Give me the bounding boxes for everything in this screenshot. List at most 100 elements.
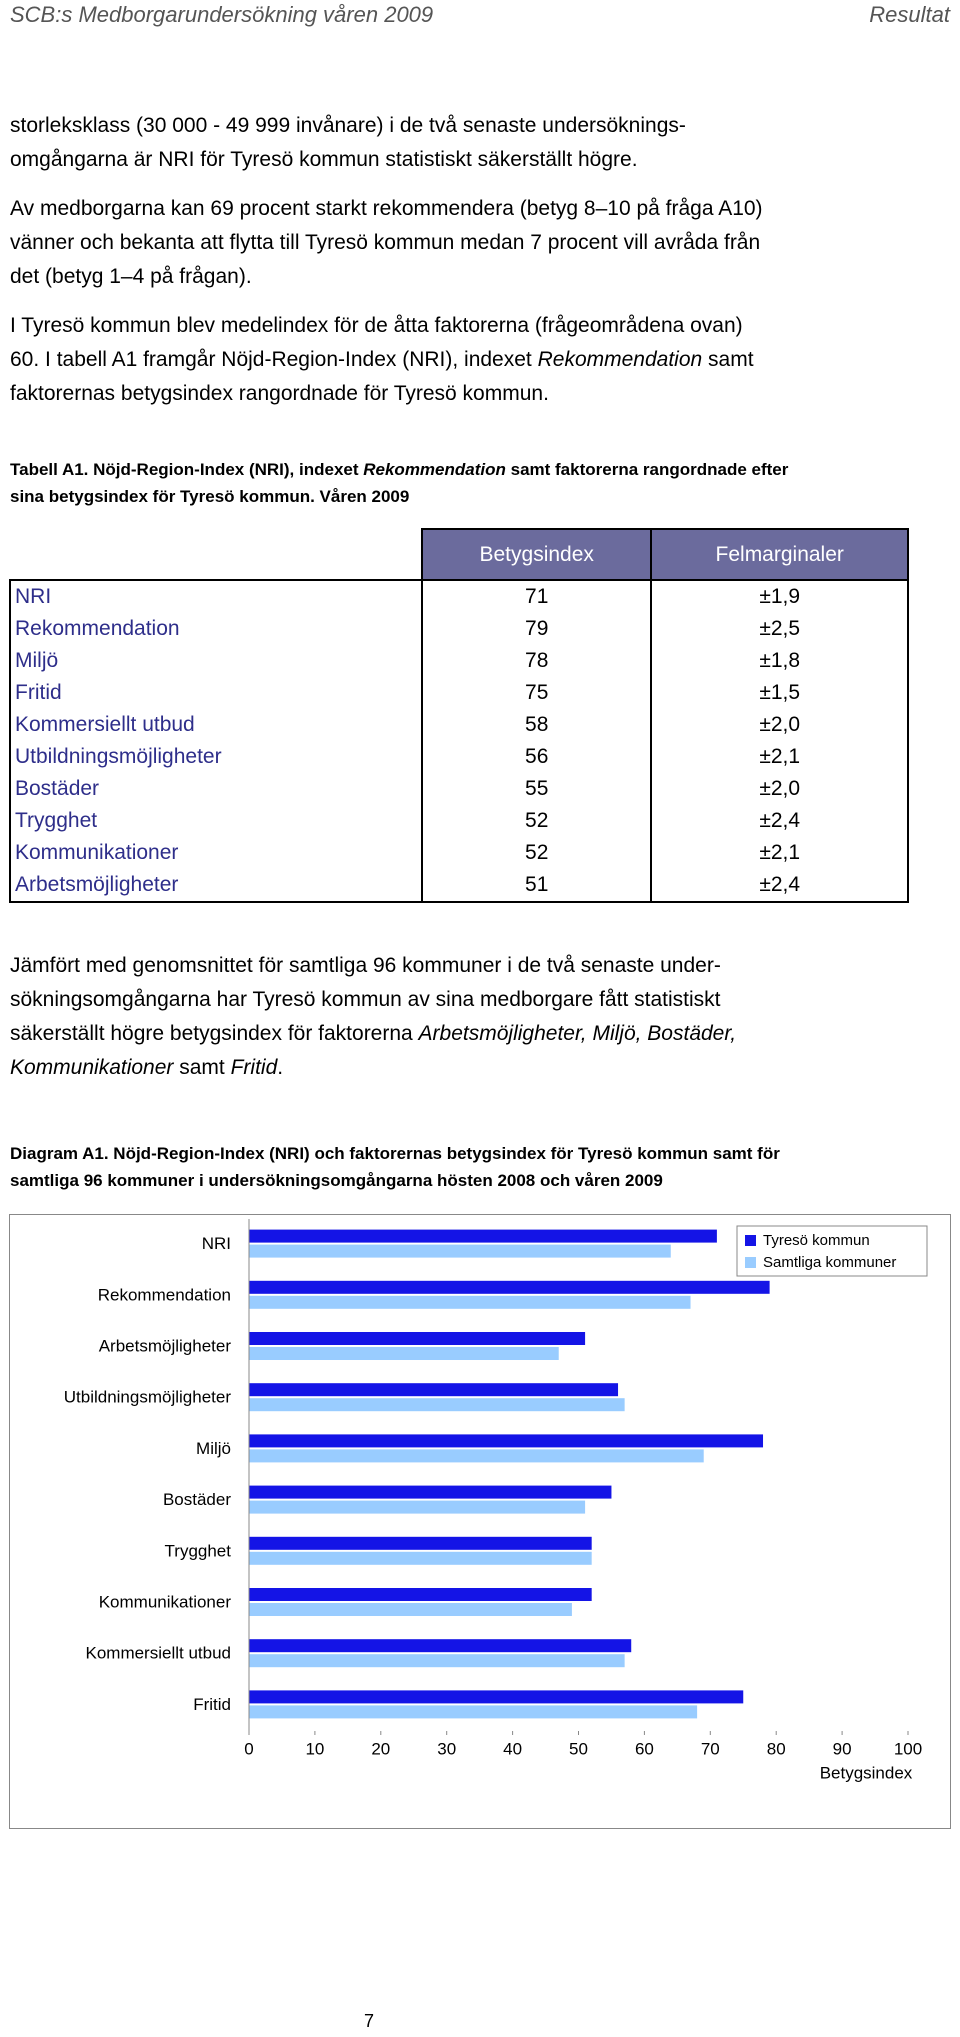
text-run: . (277, 1056, 284, 1079)
legend-box (736, 1225, 928, 1277)
text-run: säkerställt högre betygsindex för faktor… (10, 1022, 419, 1045)
legend-swatch (745, 1257, 756, 1268)
bar (249, 1449, 704, 1463)
text-run: Diagram A1. Nöjd-Region-Index (NRI) och … (10, 1144, 780, 1163)
text-run: Jämfört med genomsnittet för samtliga 96… (10, 954, 721, 977)
chart-frame (9, 1214, 951, 1829)
table-header: Betygsindex Felmarginaler (10, 528, 909, 581)
bar (249, 1295, 691, 1309)
text-run: samtliga 96 kommuner i undersökningsomgå… (10, 1171, 663, 1190)
x-tick-label: 20 (371, 1739, 390, 1758)
x-tick-label: 0 (244, 1739, 253, 1758)
paragraph: Av medborgarna kan 69 procent starkt rek… (10, 192, 763, 294)
x-tick-label: 90 (833, 1739, 852, 1758)
text-run: Fritid (230, 1056, 278, 1079)
text-line: vänner och bekanta att flytta till Tyres… (10, 226, 763, 260)
text-line: sina betygsindex för Tyresö kommun. Våre… (10, 483, 788, 510)
table-cell: ±2,0 (650, 773, 909, 805)
text-line: Av medborgarna kan 69 procent starkt rek… (10, 192, 763, 226)
text-run: 60. I tabell A1 framgår Nöjd-Region-Inde… (10, 348, 538, 371)
table-cell: Kommersiellt utbud (9, 709, 423, 741)
bar (249, 1500, 586, 1514)
text-run: samt (173, 1056, 231, 1079)
bar (249, 1690, 744, 1704)
table-caption: Tabell A1. Nöjd-Region-Index (NRI), inde… (10, 456, 788, 510)
text-run: omgångarna är NRI för Tyresö kommun stat… (10, 148, 638, 171)
text-line: säkerställt högre betygsindex för faktor… (10, 1017, 736, 1051)
table-cell: Arbetsmöjligheter (9, 869, 423, 903)
x-axis-label: Betygsindex (820, 1763, 913, 1782)
page-number: 7 (364, 2011, 375, 2031)
x-tick-label: 10 (305, 1739, 324, 1758)
text-line: storleksklass (30 000 - 49 999 invånare)… (10, 109, 686, 143)
y-tick-label: Kommersiellt utbud (85, 1644, 231, 1663)
x-tick-label: 80 (767, 1739, 786, 1758)
table-cell: 79 (420, 613, 653, 645)
table-cell: ±1,8 (650, 645, 909, 677)
table-cell: Trygghet (9, 805, 423, 837)
table-cell: Utbildningsmöjligheter (9, 741, 423, 773)
paragraph: I Tyresö kommun blev medelindex för de å… (10, 309, 754, 411)
text-line: Tabell A1. Nöjd-Region-Index (NRI), inde… (10, 456, 788, 483)
x-tick-label: 100 (894, 1739, 922, 1758)
bar (249, 1654, 625, 1668)
table-row: NRI 71 ±1,9 (9, 580, 909, 613)
table-cell: ±2,1 (650, 741, 909, 773)
legend-swatch (745, 1235, 756, 1246)
text-run: samt faktorerna rangordnade efter (505, 460, 789, 479)
table-cell: ±2,1 (650, 837, 909, 869)
table-cell: ±2,5 (650, 613, 909, 645)
x-tick-label: 50 (569, 1739, 588, 1758)
text-run: sina betygsindex för Tyresö kommun. Våre… (10, 487, 410, 506)
bar (249, 1244, 671, 1258)
header-cell (10, 529, 422, 581)
text-line: omgångarna är NRI för Tyresö kommun stat… (10, 143, 686, 177)
text-run: I Tyresö kommun blev medelindex för de å… (10, 314, 743, 337)
text-run: faktorernas betygsindex rangordnade för … (10, 382, 549, 405)
y-tick-label: Kommunikationer (99, 1592, 232, 1611)
bar (249, 1398, 625, 1412)
y-tick-label: Arbetsmöjligheter (99, 1336, 232, 1355)
table-row: Bostäder 55 ±2,0 (9, 773, 909, 805)
paragraph: storleksklass (30 000 - 49 999 invånare)… (10, 109, 686, 177)
bar (249, 1229, 717, 1243)
text-line: Jämfört med genomsnittet för samtliga 96… (10, 949, 736, 983)
bar (249, 1536, 592, 1550)
chart: 0 10 20 30 40 50 60 70 80 90 100 Betygsindex NRI Reko… (9, 1214, 951, 1829)
x-tick-label: 30 (437, 1739, 456, 1758)
bar (249, 1347, 559, 1360)
bar (249, 1639, 632, 1653)
table-cell: 56 (420, 741, 653, 773)
y-tick-label: NRI (202, 1234, 231, 1253)
table-cell: Rekommendation (9, 613, 423, 645)
text-run: Rekommendation (363, 460, 506, 479)
table-cell: 51 (420, 869, 653, 903)
bar (249, 1332, 586, 1345)
legend-label: Tyresö kommun (763, 1232, 870, 1249)
bar (249, 1383, 619, 1397)
table-row: Kommunikationer 52 ±2,1 (9, 837, 909, 869)
bar (249, 1485, 612, 1499)
table-cell: 55 (420, 773, 653, 805)
bar (249, 1588, 592, 1601)
table-cell: Kommunikationer (9, 837, 423, 869)
table-cell: 75 (420, 677, 653, 709)
legend-label: Samtliga kommuner (763, 1254, 896, 1271)
y-tick-label: Bostäder (163, 1490, 231, 1509)
table-cell: ±2,4 (650, 805, 909, 837)
table-row: Miljö 78 ±1,8 (9, 645, 909, 677)
y-tick-label: Rekommendation (98, 1285, 231, 1304)
table-row: Rekommendation 79 ±2,5 (9, 613, 909, 645)
table-cell: Miljö (9, 645, 423, 677)
table-cell: 58 (420, 709, 653, 741)
table-row: Utbildningsmöjligheter 56 ±2,1 (9, 741, 909, 773)
table-cell: ±1,5 (650, 677, 909, 709)
table-cell: 52 (420, 805, 653, 837)
table-cell: 52 (420, 837, 653, 869)
text-run: sökningsomgångarna har Tyresö kommun av … (10, 988, 721, 1011)
text-line: 60. I tabell A1 framgår Nöjd-Region-Inde… (10, 343, 754, 377)
bar (249, 1280, 770, 1294)
header-cell: Betygsindex (420, 528, 653, 581)
bar (249, 1705, 698, 1719)
table: Betygsindex Felmarginaler NRI 71 ±1,9 Rekomme… (9, 528, 909, 903)
